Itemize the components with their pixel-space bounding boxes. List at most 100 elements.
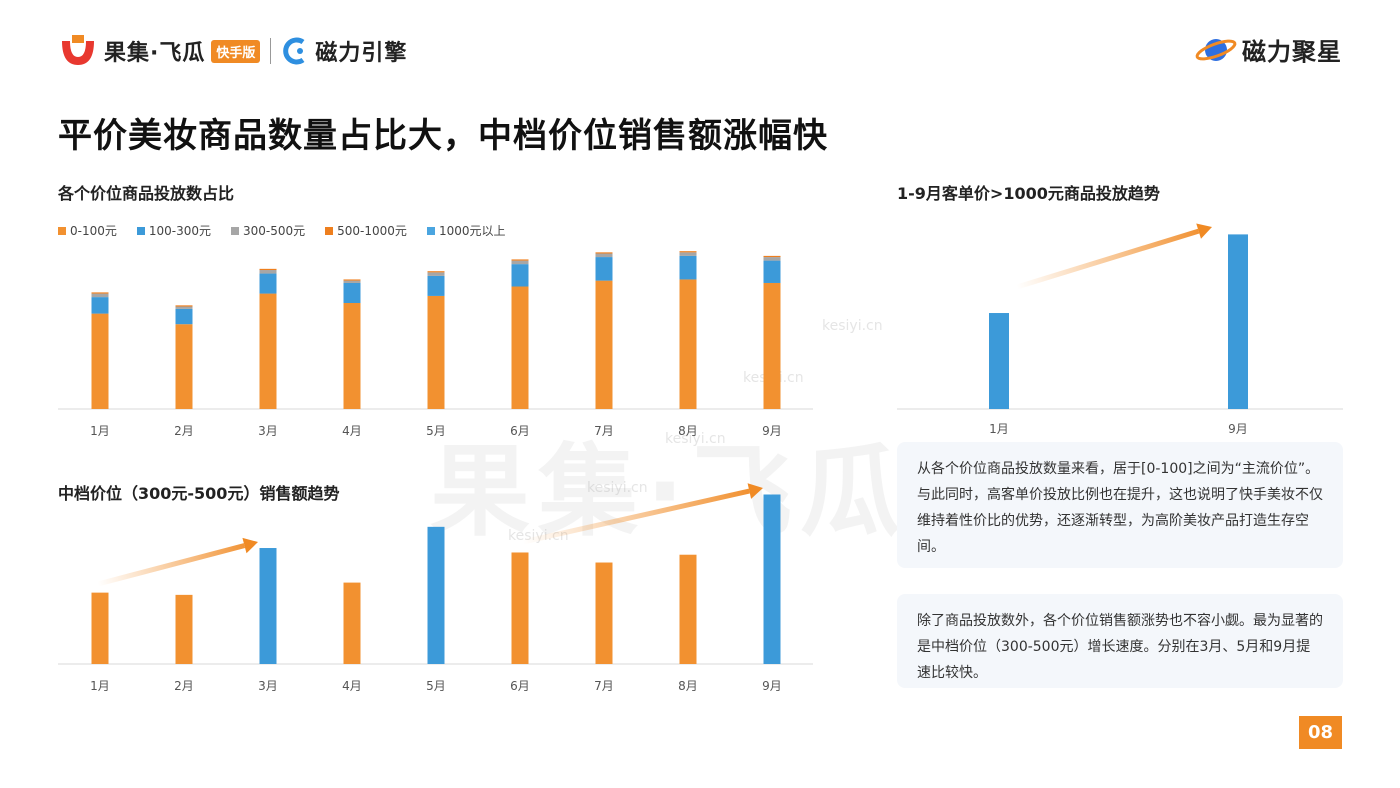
x-tick-label: 5月	[426, 424, 446, 438]
trend-arrow-head	[242, 537, 258, 554]
bar	[91, 592, 109, 664]
legend-item: 300-500元	[231, 222, 305, 239]
x-tick-label: 2月	[174, 424, 194, 438]
x-tick-label: 7月	[594, 679, 614, 693]
bar-segment	[259, 268, 277, 271]
bar-segment	[343, 303, 361, 409]
bar-segment	[595, 257, 613, 281]
bar-segment	[91, 313, 109, 409]
bar-segment	[427, 271, 445, 273]
legend-item: 500-1000元	[325, 222, 407, 239]
watermark-small: kesiyi.cn	[587, 480, 648, 496]
trend-arrow-head	[747, 483, 763, 499]
bar-segment	[679, 255, 697, 280]
trend-arrow-shaft	[97, 543, 246, 587]
bar	[259, 548, 277, 664]
page-number: 08	[1299, 716, 1342, 749]
x-tick-label: 6月	[510, 679, 530, 693]
watermark-small: kesiyi.cn	[822, 318, 883, 334]
x-tick-label: 8月	[678, 679, 698, 693]
watermark-text: 果集·飞瓜	[430, 433, 908, 550]
bar-segment	[175, 306, 193, 309]
legend-swatch	[58, 226, 66, 235]
x-tick-label: 1月	[989, 422, 1009, 436]
bar-segment	[679, 251, 697, 253]
bar	[427, 526, 445, 664]
bar-segment	[91, 293, 109, 298]
bar	[175, 594, 193, 664]
bar-segment	[595, 253, 613, 258]
chart1-stacked-bar: 1月 2月 3月 4月 5月 6月 7月 8月 9月	[58, 251, 813, 438]
chart2-title: 1-9月客单价>1000元商品投放趋势	[897, 184, 1160, 203]
bar-segment	[175, 308, 193, 325]
trend-arrow-head	[1196, 223, 1212, 239]
trend-arrow-shaft	[522, 488, 750, 545]
legend-swatch	[136, 226, 145, 235]
legend-item: 100-300元	[136, 222, 212, 239]
bar	[595, 562, 613, 664]
bar-segment	[679, 252, 697, 256]
guoji-logo-icon	[62, 35, 94, 65]
bar-segment	[763, 255, 781, 258]
cili-engine-logo-icon	[283, 37, 305, 65]
bar-segment	[343, 282, 361, 303]
brand-divider	[270, 38, 272, 64]
header-logo-right: 磁力聚星	[1194, 32, 1342, 67]
x-tick-label: 4月	[342, 679, 362, 693]
bar	[511, 552, 529, 664]
x-tick-label: 1月	[90, 424, 110, 438]
brand-cili-engine: 磁力引擎	[315, 41, 408, 66]
bar	[989, 313, 1009, 409]
bar-segment	[511, 259, 529, 261]
x-tick-label: 8月	[678, 424, 698, 438]
x-tick-label: 3月	[258, 424, 278, 438]
legend-label: 100-300元	[148, 224, 212, 238]
legend-label: 500-1000元	[337, 224, 407, 238]
legend-swatch	[325, 226, 334, 235]
insight-box-1: 从各个价位商品投放数量来看，居于[0-100]之间为“主流价位”。与此同时，高客…	[897, 442, 1343, 568]
bar-segment	[763, 260, 781, 283]
bar	[763, 494, 781, 664]
legend-swatch	[231, 226, 240, 235]
bar-segment	[511, 286, 529, 409]
header-logos-left: 果集·飞瓜 快手版 磁力引擎	[58, 33, 407, 69]
chart2-bar: 1月 9月	[897, 223, 1343, 436]
legend-swatch	[426, 226, 435, 235]
bar-segment	[343, 279, 361, 281]
brand-kuaishou-tag: 快手版	[211, 39, 261, 63]
bar-segment	[91, 297, 109, 314]
bar-segment	[175, 305, 193, 307]
insight-box-2: 除了商品投放数外，各个价位销售额涨势也不容小觑。最为显著的是中档价位（300-5…	[897, 594, 1343, 688]
bar-segment	[511, 260, 529, 265]
x-tick-label: 9月	[762, 679, 782, 693]
bar-segment	[91, 292, 109, 294]
bar-segment	[595, 252, 613, 254]
bar-segment	[427, 275, 445, 296]
x-tick-label: 9月	[1228, 422, 1248, 436]
x-tick-label: 5月	[426, 679, 446, 693]
bar	[1228, 234, 1248, 409]
chart1-title: 各个价位商品投放数占比	[58, 184, 235, 203]
bar-segment	[511, 264, 529, 287]
bar-segment	[427, 272, 445, 276]
legend-label: 0-100元	[70, 224, 117, 238]
bar-segment	[259, 293, 277, 409]
x-tick-label: 6月	[510, 424, 530, 438]
x-tick-label: 9月	[762, 424, 782, 438]
chart1-legend: 0-100元 100-300元 300-500元 500-1000元 1000元…	[58, 222, 505, 239]
bar	[343, 582, 361, 664]
legend-item: 0-100元	[58, 222, 117, 239]
bar-segment	[679, 279, 697, 409]
legend-label: 1000元以上	[438, 224, 506, 238]
x-tick-label: 2月	[174, 679, 194, 693]
brand-cili-star: 磁力聚星	[1242, 38, 1342, 66]
chart3-title: 中档价位（300元-500元）销售额趋势	[58, 484, 340, 503]
trend-arrow-shaft	[1016, 228, 1200, 290]
x-tick-label: 1月	[90, 679, 110, 693]
cili-star-logo-icon	[1195, 38, 1237, 61]
bar-segment	[259, 273, 277, 294]
x-tick-label: 7月	[594, 424, 614, 438]
legend-item: 1000元以上	[426, 222, 506, 239]
watermark-small: kesiyi.cn	[665, 431, 726, 447]
bar-segment	[175, 324, 193, 409]
